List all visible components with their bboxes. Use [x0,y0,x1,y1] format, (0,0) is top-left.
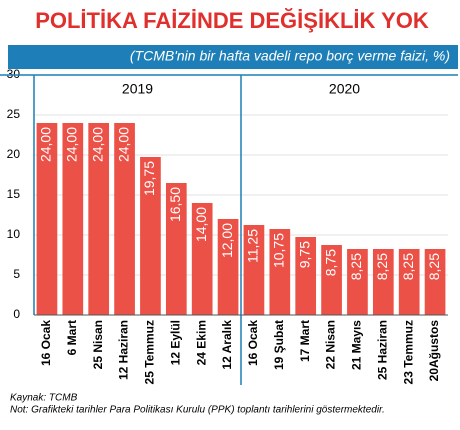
x-tick-label: 12 Haziran [117,320,131,380]
bar [62,123,84,315]
x-tick-label: 6 Mart [65,320,79,355]
bar [398,249,420,315]
value-label: 14,00 [193,207,209,242]
bar [217,219,239,315]
value-label: 24,00 [115,127,131,162]
x-tick-label: 25 Haziran [375,320,389,380]
chart-title: POLİTİKA FAİZİNDE DEĞİŞİKLİK YOK [35,8,429,33]
y-tick-label: 25 [7,107,21,121]
x-tick-label: 16 Ocak [39,320,53,366]
bar [347,249,368,315]
source-note: Kaynak: TCMB [10,393,78,404]
y-tick-label: 10 [7,227,21,241]
subtitle-band [8,45,458,69]
bar [36,123,58,315]
value-label: 8,25 [374,253,390,280]
x-tick-label: 19 Şubat [272,320,286,370]
year-label: 2019 [122,81,153,97]
bar [321,245,342,315]
chart-subtitle: (TCMB'nin bir hafta vadeli repo borç ver… [130,48,450,64]
bar [88,123,110,315]
y-tick-label: 15 [7,187,21,201]
value-label: 9,75 [296,241,312,268]
value-label: 11,25 [245,229,261,263]
x-tick-label: 12 Aralık [220,320,234,370]
bar [191,203,213,315]
value-label: 8,25 [400,253,416,280]
x-tick-label: 17 Mart [298,320,312,362]
value-label: 10,75 [271,233,287,268]
value-label: 8,75 [322,249,338,276]
value-label: 24,00 [89,127,105,162]
y-tick-label: 5 [13,267,20,281]
x-tick-label: 20Ağustos [427,320,441,382]
value-label: 8,25 [348,253,364,280]
bar [140,157,161,315]
x-tick-label: 16 Ocak [246,320,260,366]
year-label: 2020 [329,81,360,97]
value-label: 24,00 [38,127,54,162]
footnote: Not: Grafikteki tarihler Para Politikası… [10,405,385,416]
bar [372,249,394,315]
x-tick-label: 24 Ekim [194,320,208,365]
bar [165,183,187,315]
x-tick-label: 25 Nisan [91,320,105,369]
bar [295,237,317,315]
y-tick-label: 20 [7,147,21,161]
value-label: 16,50 [167,187,183,222]
x-tick-label: 12 Eylül [168,320,182,365]
x-tick-label: 23 Temmuz [401,320,415,384]
bar [269,229,291,315]
bar [243,225,265,315]
value-label: 19,75 [141,161,157,196]
y-tick-label: 30 [7,67,21,81]
value-label: 12,00 [219,223,235,258]
bar [114,123,135,315]
y-tick-label: 0 [13,307,20,321]
bar [424,249,446,315]
x-tick-label: 22 Nisan [324,320,338,369]
value-label: 8,25 [426,253,442,280]
x-tick-label: 25 Temmuz [143,320,157,384]
x-tick-label: 21 Mayıs [350,320,364,370]
value-label: 24,00 [64,127,80,162]
